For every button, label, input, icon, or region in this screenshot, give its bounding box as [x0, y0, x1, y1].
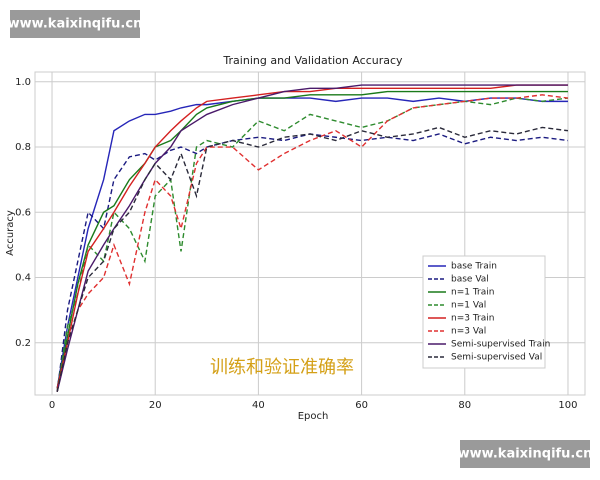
- legend-label: base Val: [451, 275, 489, 285]
- x-tick-label: 40: [252, 400, 265, 411]
- legend-label: n=3 Val: [451, 327, 486, 337]
- x-tick-label: 80: [458, 400, 471, 411]
- watermark-box: [460, 440, 590, 468]
- legend-label: Semi-supervised Val: [451, 353, 542, 363]
- legend-label: base Train: [451, 262, 497, 272]
- x-tick-label: 20: [149, 400, 162, 411]
- watermark: www.kaixinqifu.cn: [458, 447, 593, 462]
- series-line: [56, 126, 569, 392]
- watermark-box: [10, 10, 140, 38]
- y-tick-label: 1.0: [15, 77, 31, 88]
- y-tick-label: 0.2: [15, 338, 31, 349]
- legend-label: n=1 Train: [451, 288, 494, 298]
- y-tick-label: 0.8: [15, 142, 31, 153]
- x-axis-label: Epoch: [298, 411, 329, 422]
- legend-label: n=1 Val: [451, 301, 486, 311]
- annotation: 训练和验证准确率: [210, 357, 354, 378]
- legend-box: [422, 255, 546, 369]
- x-tick-label: 0: [49, 400, 55, 411]
- watermark: www.kaixinqifu.cn: [8, 17, 143, 32]
- x-tick-label: 100: [558, 400, 577, 411]
- legend-label: n=3 Train: [451, 314, 494, 324]
- series-line: [56, 84, 568, 389]
- x-tick-label: 60: [355, 400, 368, 411]
- y-tick-label: 0.6: [15, 207, 31, 218]
- series-line: [56, 84, 568, 392]
- legend: base Train base Val n=1 Train n=1 Val n=3 Tr…: [422, 255, 550, 369]
- chart-title: Training and Validation Accuracy: [222, 54, 403, 67]
- legend-label: Semi-supervised Train: [451, 340, 550, 350]
- y-axis-label: Accuracy: [5, 210, 16, 256]
- series-line: [56, 94, 569, 392]
- y-tick-label: 0.4: [15, 273, 31, 284]
- series-line: [56, 90, 568, 389]
